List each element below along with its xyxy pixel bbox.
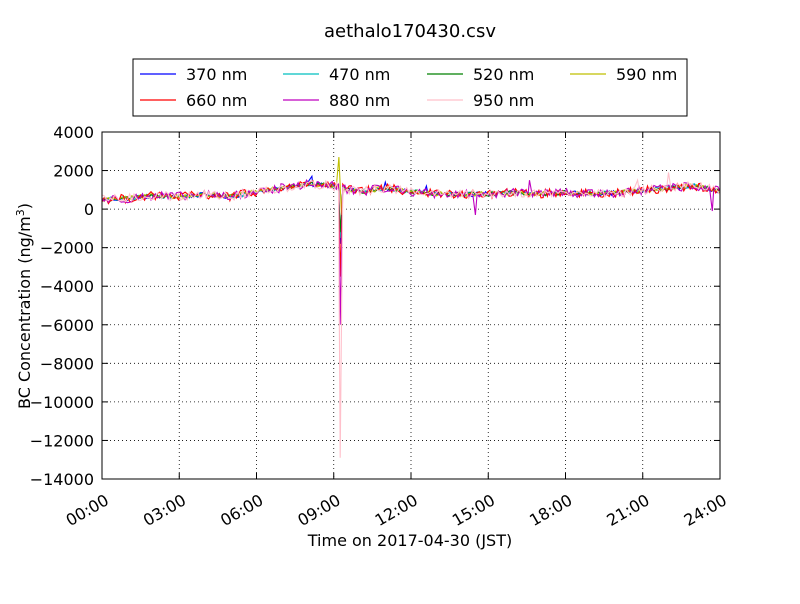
y-tick-label: −6000: [40, 316, 94, 335]
legend-label: 880 nm: [329, 91, 390, 110]
y-tick-label: 2000: [53, 162, 94, 181]
y-axis-label: BC Concentration (ng/m3): [14, 203, 34, 409]
legend: 370 nm 470 nm 520 nm 590 nm 660 nm 880 nm 950 …: [132, 58, 688, 117]
y-axis-label-main: BC Concentration (ng/m: [15, 216, 34, 409]
y-tick-label: −12000: [30, 431, 94, 450]
series-lines: [101, 157, 721, 458]
legend-label: 590 nm: [616, 65, 677, 84]
legend-box: [132, 58, 688, 117]
grid: [102, 132, 720, 479]
series-line-950-nm: [101, 172, 721, 458]
legend-label: 370 nm: [186, 65, 247, 84]
legend-label: 660 nm: [186, 91, 247, 110]
y-tick-label: −4000: [40, 277, 94, 296]
y-tick-label: 0: [84, 200, 94, 219]
y-tick-label: −8000: [40, 354, 94, 373]
chart-title: aethalo170430.csv: [324, 21, 496, 42]
legend-label: 470 nm: [329, 65, 390, 84]
y-tick-label: −10000: [30, 393, 94, 412]
x-axis-label: Time on 2017-04-30 (JST): [307, 531, 512, 550]
y-tick-label: −14000: [30, 470, 94, 489]
legend-label: 520 nm: [473, 65, 534, 84]
y-axis-label-superscript: 3: [14, 209, 27, 216]
y-axis-label-end: ): [15, 203, 34, 209]
y-tick-label: 4000: [53, 123, 94, 142]
legend-label: 950 nm: [473, 91, 534, 110]
y-tick-label: −2000: [40, 239, 94, 258]
